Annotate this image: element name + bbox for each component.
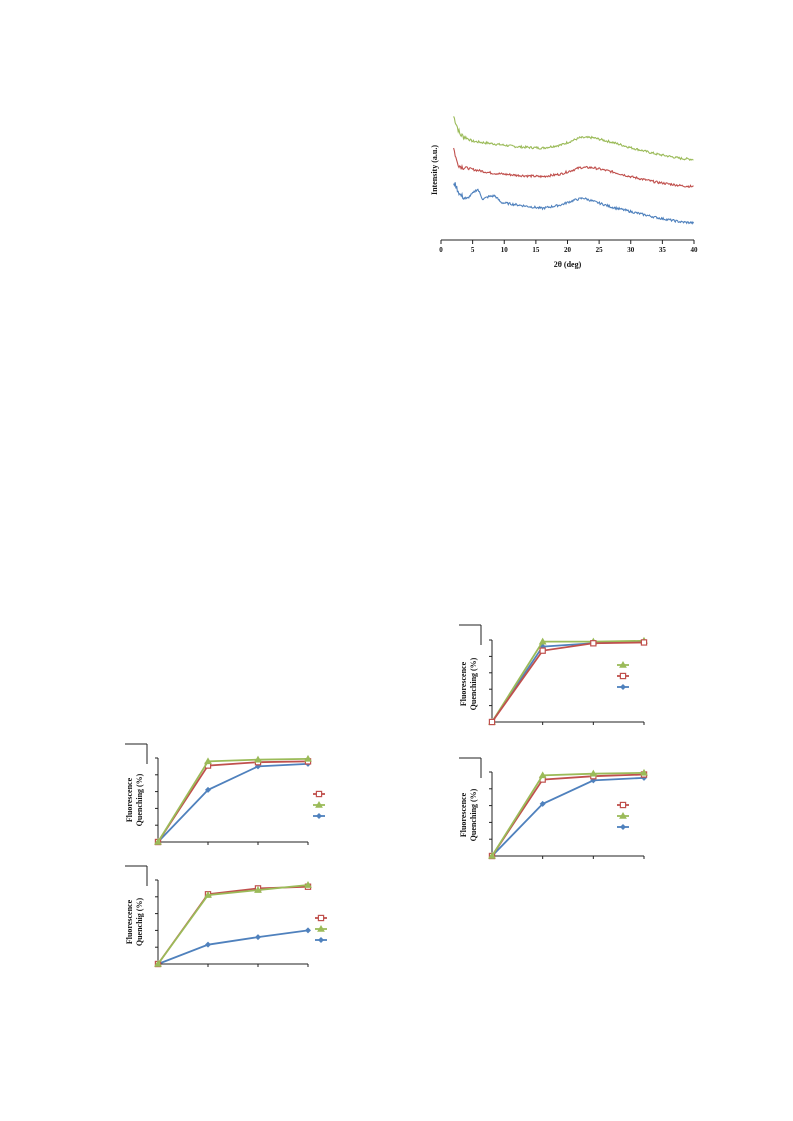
- triangle-marker: [254, 755, 262, 763]
- triangle-marker: [304, 881, 312, 888]
- x-tick-label: 15: [532, 246, 540, 254]
- y-axis-label: Intensity (a.u.): [430, 145, 439, 195]
- triangle-marker: [315, 800, 323, 808]
- xrd-chart: 0 5 10 15 20 25 30 35 40 2θ (deg) Intensity (a.u.): [430, 116, 698, 269]
- x-tick-label: 0: [439, 246, 443, 254]
- y-axis-label: Quenching (%): [469, 788, 478, 841]
- triangle-marker: [317, 924, 325, 932]
- quenching-chart-1: Fluorescence Quenching (%): [459, 624, 648, 726]
- diamond-marker: [620, 824, 626, 830]
- x-axis-label: 2θ (deg): [554, 260, 582, 269]
- triangle-marker: [154, 959, 162, 967]
- square-marker: [640, 639, 648, 646]
- diamond-marker: [539, 800, 546, 807]
- y-axis-label: Quenching (%): [135, 773, 144, 826]
- square-marker: [590, 640, 597, 647]
- y-axis-label: Quenching (%): [469, 657, 478, 710]
- square-marker: [619, 801, 627, 809]
- series-line-blue: [491, 776, 645, 857]
- series-line-green: [157, 757, 309, 843]
- x-tick-label: 35: [659, 246, 667, 254]
- square-marker: [539, 647, 546, 654]
- series-line-red: [157, 760, 309, 843]
- square-marker: [619, 672, 627, 680]
- triangle-marker: [304, 754, 312, 762]
- diamond-marker: [305, 927, 311, 934]
- series-line-green: [491, 639, 645, 723]
- diamond-marker: [255, 934, 261, 941]
- triangle-marker: [640, 768, 648, 776]
- triangle-marker: [204, 891, 212, 898]
- diamond-marker: [205, 941, 211, 948]
- quenching-chart-2: Fluorescence Quenching (%): [459, 757, 648, 860]
- xrd-trace-red: [453, 147, 694, 189]
- triangle-marker: [538, 771, 547, 779]
- x-tick-label: 20: [564, 246, 572, 254]
- square-marker: [315, 790, 323, 798]
- triangle-marker: [619, 660, 627, 668]
- square-marker: [488, 718, 496, 726]
- x-tick-label: 10: [501, 246, 509, 254]
- triangle-marker: [488, 851, 496, 859]
- diamond-marker: [205, 786, 211, 793]
- diamond-marker: [318, 937, 324, 943]
- series-line-red: [491, 641, 645, 723]
- y-axis-label: Quenchig (%): [135, 898, 144, 947]
- xrd-trace-blue: [453, 182, 694, 225]
- y-axis-label: Fluorescence: [459, 661, 468, 706]
- series-line-green: [157, 884, 309, 965]
- diamond-marker: [620, 684, 626, 690]
- series-line-blue: [157, 929, 309, 965]
- triangle-marker: [254, 886, 262, 893]
- y-axis-label: Fluorescence: [125, 899, 134, 944]
- triangle-marker: [538, 637, 547, 645]
- square-marker: [317, 914, 325, 922]
- triangle-marker: [589, 769, 598, 777]
- quenching-chart-3: Fluorescence Quenching (%): [125, 743, 325, 846]
- series-line-red: [157, 885, 309, 965]
- xrd-trace-green: [453, 116, 694, 161]
- y-axis-label: Fluorescence: [125, 777, 134, 822]
- series-line-blue: [157, 762, 309, 843]
- triangle-marker: [204, 757, 212, 765]
- x-tick-label: 25: [596, 246, 604, 254]
- series-line-green: [491, 771, 645, 857]
- x-tick-label: 30: [627, 246, 635, 254]
- y-axis-label: Fluorescence: [459, 792, 468, 837]
- series-line-blue: [491, 640, 645, 723]
- x-tick-label: 40: [691, 246, 699, 254]
- triangle-marker: [154, 837, 162, 845]
- x-tick-label: 5: [471, 246, 475, 254]
- quenching-chart-4: Fluorescence Quenchig (%): [125, 865, 327, 968]
- triangle-marker: [619, 811, 627, 819]
- series-line-red: [491, 773, 645, 857]
- diamond-marker: [316, 813, 322, 819]
